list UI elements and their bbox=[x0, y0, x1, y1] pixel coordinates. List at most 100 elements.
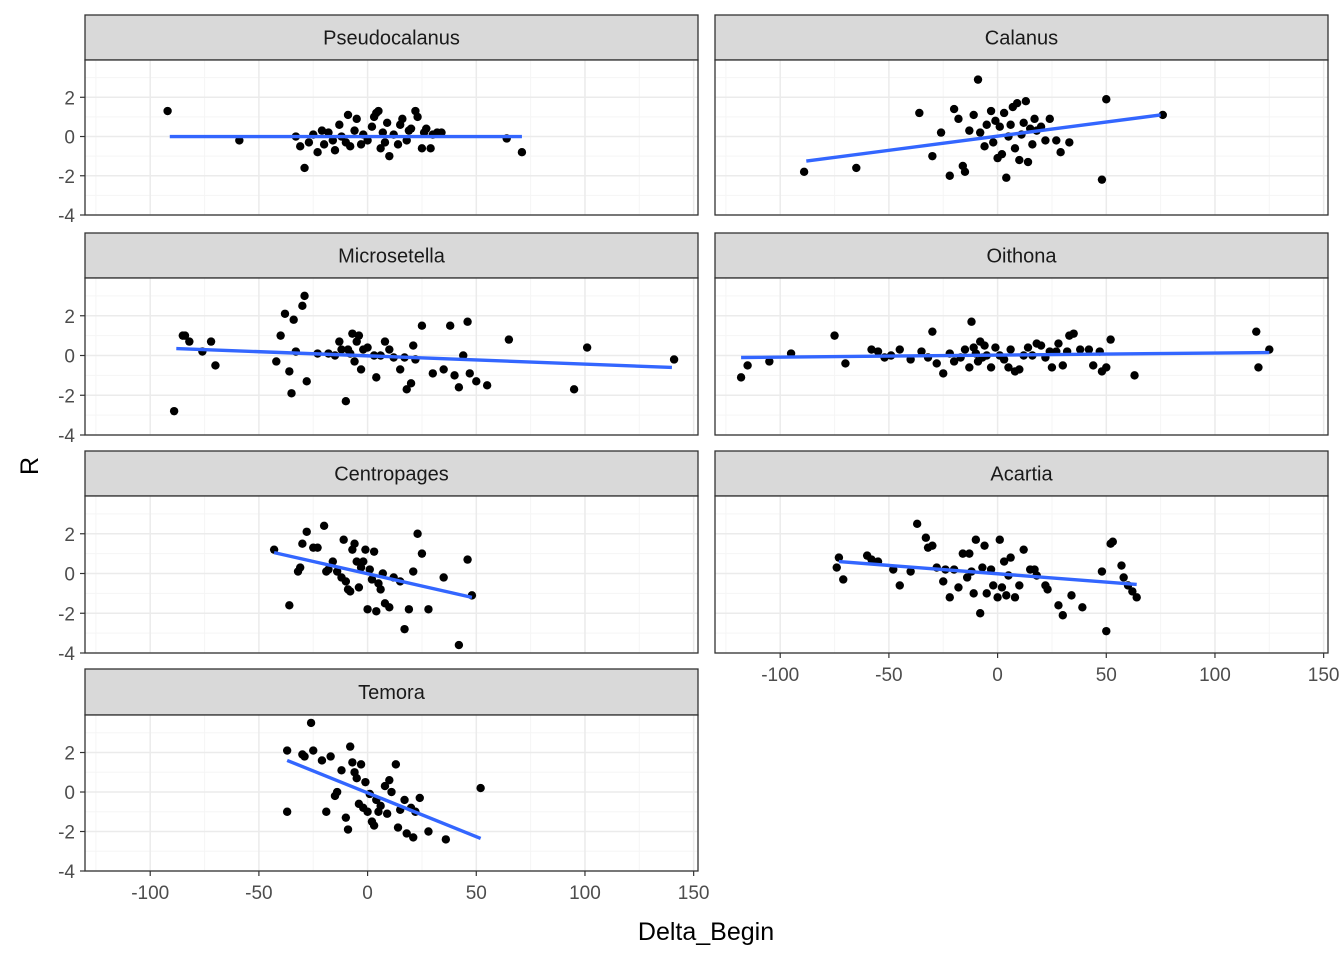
data-point bbox=[374, 106, 383, 116]
data-point bbox=[472, 377, 481, 386]
panel-calanus: Calanus bbox=[714, 14, 1329, 216]
y-tick-label: -2 bbox=[58, 167, 75, 188]
y-tick-label: 2 bbox=[64, 744, 75, 765]
data-point bbox=[354, 331, 364, 340]
data-point bbox=[1028, 140, 1037, 149]
data-point bbox=[949, 357, 959, 366]
data-point bbox=[834, 553, 844, 562]
data-point bbox=[980, 341, 989, 350]
data-point bbox=[949, 104, 959, 114]
data-point bbox=[424, 827, 433, 836]
data-point bbox=[324, 128, 333, 137]
data-point bbox=[965, 126, 974, 135]
data-point bbox=[402, 385, 411, 394]
data-point bbox=[313, 543, 322, 552]
data-point bbox=[936, 128, 946, 137]
y-axis-title: R bbox=[16, 457, 44, 475]
data-point bbox=[367, 122, 377, 131]
data-point bbox=[982, 589, 991, 598]
data-point bbox=[765, 357, 774, 366]
data-point bbox=[928, 151, 937, 161]
x-tick-label: 100 bbox=[1199, 665, 1231, 686]
data-point bbox=[989, 138, 998, 147]
x-tick-label: -50 bbox=[245, 883, 272, 904]
data-point bbox=[356, 365, 366, 374]
data-point bbox=[428, 369, 438, 378]
data-point bbox=[330, 146, 340, 155]
data-point bbox=[1108, 537, 1117, 546]
data-point bbox=[841, 359, 850, 368]
panel-microsetella: Microsetella -4 -2 0 2 bbox=[58, 232, 699, 447]
data-point bbox=[1075, 345, 1085, 354]
data-point bbox=[799, 167, 809, 177]
data-point bbox=[356, 760, 366, 769]
data-point bbox=[1015, 155, 1024, 165]
data-point bbox=[393, 140, 403, 149]
data-point bbox=[348, 329, 357, 338]
data-point bbox=[991, 116, 1000, 126]
data-point bbox=[400, 624, 409, 634]
data-point bbox=[317, 126, 327, 135]
data-point bbox=[380, 781, 390, 791]
data-point bbox=[1006, 345, 1015, 354]
data-point bbox=[439, 573, 448, 582]
data-point bbox=[454, 383, 464, 392]
panel-border bbox=[84, 277, 699, 436]
data-point bbox=[928, 541, 937, 550]
data-point bbox=[309, 746, 318, 755]
data-point bbox=[341, 577, 351, 586]
data-point bbox=[1004, 363, 1013, 372]
data-point bbox=[459, 351, 468, 360]
data-point bbox=[391, 760, 401, 769]
data-point bbox=[417, 144, 427, 153]
data-point bbox=[372, 607, 381, 616]
data-point bbox=[185, 337, 194, 346]
data-point bbox=[306, 718, 316, 728]
data-point bbox=[895, 345, 904, 354]
x-tick-label: 50 bbox=[466, 883, 487, 904]
data-point bbox=[463, 317, 472, 326]
data-point bbox=[319, 521, 329, 531]
data-point bbox=[980, 541, 989, 550]
data-point bbox=[348, 758, 357, 767]
strip-label-calanus: Calanus bbox=[985, 28, 1058, 50]
data-point bbox=[345, 742, 355, 751]
data-point bbox=[975, 128, 985, 137]
data-point bbox=[1102, 95, 1111, 104]
data-point bbox=[463, 555, 472, 564]
data-point bbox=[1036, 341, 1046, 350]
data-point bbox=[426, 144, 435, 153]
data-point bbox=[1030, 114, 1039, 124]
data-point bbox=[350, 357, 359, 366]
data-point bbox=[352, 557, 361, 566]
data-point bbox=[476, 783, 485, 793]
data-point bbox=[1047, 363, 1057, 372]
fit-line-calanus bbox=[806, 113, 1161, 163]
data-point bbox=[1252, 327, 1261, 336]
data-point bbox=[906, 567, 915, 576]
data-point bbox=[413, 112, 422, 122]
data-point bbox=[832, 563, 841, 572]
data-point bbox=[415, 793, 424, 803]
data-point bbox=[1158, 110, 1167, 120]
panel-border bbox=[714, 495, 1329, 654]
data-point bbox=[409, 567, 418, 576]
data-point bbox=[921, 533, 931, 542]
panel-pseudocalanus: Pseudocalanus -4 -2 0 2 bbox=[58, 14, 699, 227]
data-point bbox=[1069, 329, 1078, 338]
data-point bbox=[1056, 148, 1065, 157]
x-tick-label: -100 bbox=[131, 883, 169, 904]
data-point bbox=[304, 138, 314, 147]
data-point bbox=[852, 163, 861, 173]
data-point bbox=[1117, 561, 1126, 570]
data-point bbox=[1058, 611, 1068, 620]
panel-border bbox=[84, 714, 699, 872]
data-point bbox=[1097, 175, 1107, 184]
data-point bbox=[363, 343, 372, 352]
data-point bbox=[402, 829, 411, 838]
data-point bbox=[962, 573, 972, 582]
strip-acartia bbox=[714, 450, 1329, 497]
x-tick-label: 0 bbox=[992, 665, 1003, 686]
data-point bbox=[339, 535, 348, 544]
